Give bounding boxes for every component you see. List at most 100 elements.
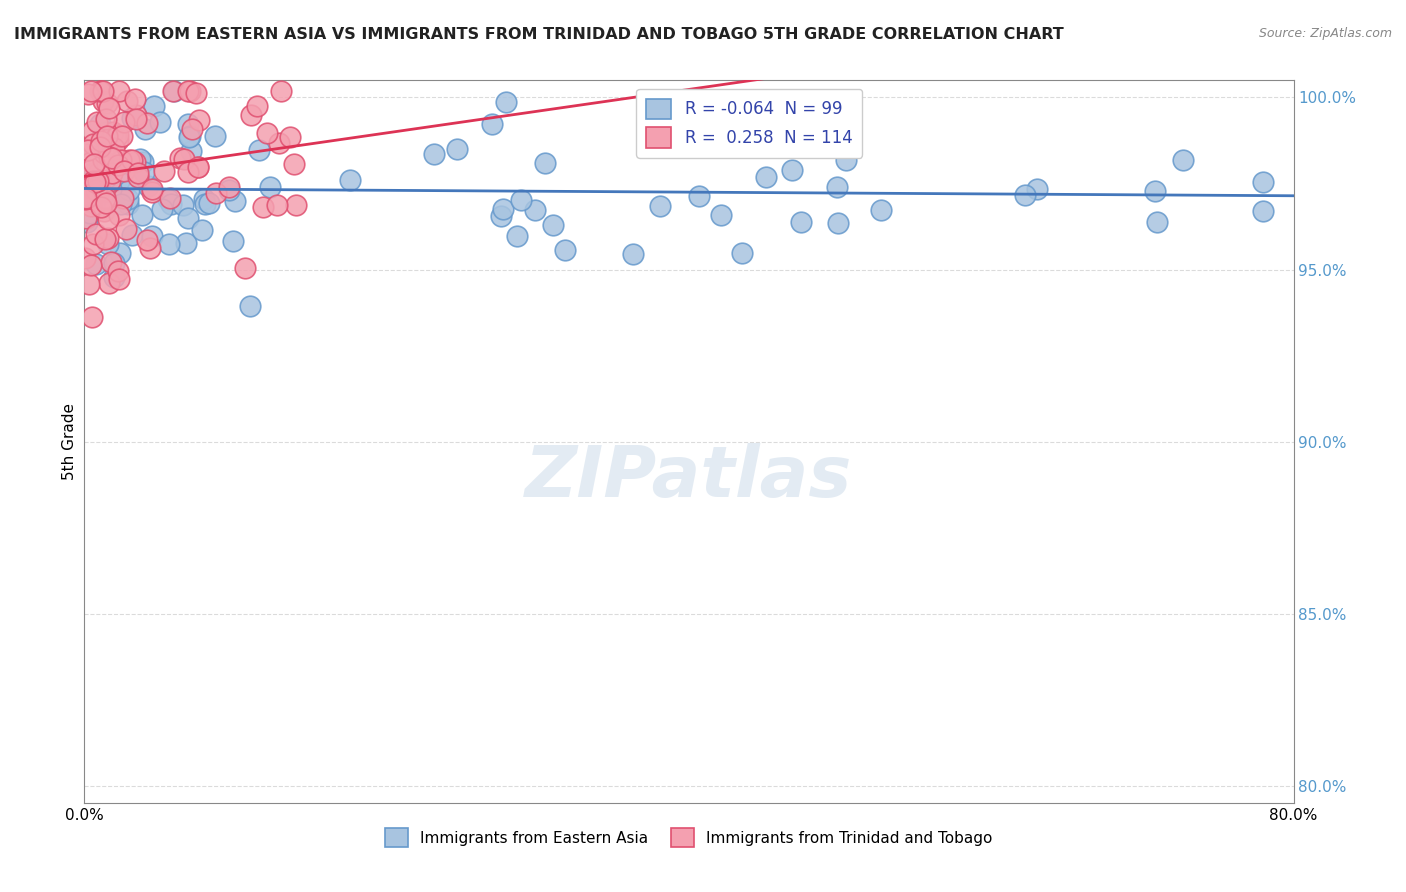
Text: Source: ZipAtlas.com: Source: ZipAtlas.com <box>1258 27 1392 40</box>
Point <box>1253 175 1275 189</box>
Point <box>269 136 291 150</box>
Point <box>75 155 97 169</box>
Point <box>90 164 112 178</box>
Point <box>495 95 517 110</box>
Point <box>285 198 308 212</box>
Point <box>156 192 179 206</box>
Point <box>87 184 110 198</box>
Point <box>87 189 110 203</box>
Point <box>173 152 195 166</box>
Point <box>509 193 531 207</box>
Point <box>218 180 240 194</box>
Point <box>283 157 305 171</box>
Point <box>835 153 858 168</box>
Point <box>97 169 120 183</box>
Point <box>80 124 103 138</box>
Point <box>84 167 107 181</box>
Point <box>121 228 143 243</box>
Point <box>481 117 503 131</box>
Point <box>86 114 108 128</box>
Point <box>101 125 124 139</box>
Point <box>90 200 112 214</box>
Point <box>218 183 240 197</box>
Point <box>84 183 107 197</box>
Point <box>110 153 132 167</box>
Point <box>177 211 200 226</box>
Point <box>117 196 139 211</box>
Point <box>1026 182 1049 196</box>
Point <box>107 174 129 188</box>
Point <box>266 198 288 212</box>
Point <box>131 209 153 223</box>
Point <box>870 202 893 217</box>
Point <box>118 183 141 197</box>
Point <box>98 150 121 164</box>
Point <box>180 144 202 158</box>
Point <box>534 156 557 170</box>
Point <box>89 84 111 98</box>
Point <box>153 164 176 178</box>
Point <box>101 151 124 165</box>
Point <box>688 189 710 203</box>
Point <box>79 160 101 174</box>
Legend: Immigrants from Eastern Asia, Immigrants from Trinidad and Tobago: Immigrants from Eastern Asia, Immigrants… <box>380 822 998 853</box>
Point <box>97 211 120 226</box>
Point <box>103 256 125 270</box>
Point <box>239 299 262 313</box>
Point <box>541 218 564 232</box>
Point <box>90 136 112 151</box>
Point <box>827 216 849 230</box>
Point <box>103 269 125 284</box>
Point <box>89 165 111 179</box>
Point <box>89 117 111 131</box>
Point <box>222 235 245 249</box>
Point <box>136 179 159 194</box>
Y-axis label: 5th Grade: 5th Grade <box>62 403 77 480</box>
Point <box>77 143 100 157</box>
Point <box>114 222 136 236</box>
Point <box>90 84 112 98</box>
Point <box>790 215 813 229</box>
Point <box>1253 203 1275 218</box>
Point <box>77 277 100 291</box>
Point <box>710 209 733 223</box>
Point <box>159 197 181 211</box>
Point <box>75 194 97 208</box>
Point <box>107 128 129 143</box>
Point <box>89 183 111 197</box>
Point <box>141 185 163 199</box>
Point <box>197 196 219 211</box>
Point <box>101 166 124 180</box>
Point <box>134 122 156 136</box>
Point <box>73 214 96 228</box>
Point <box>101 162 124 177</box>
Point <box>191 223 214 237</box>
Point <box>104 129 127 144</box>
Point <box>94 171 117 186</box>
Point <box>111 190 134 204</box>
Point <box>93 145 115 160</box>
Point <box>79 199 101 213</box>
Point <box>80 179 103 194</box>
Point <box>489 209 512 223</box>
Point <box>82 136 104 151</box>
Point <box>121 111 143 125</box>
Point <box>125 112 148 126</box>
Point <box>240 108 263 122</box>
Point <box>780 163 803 178</box>
Point <box>82 310 104 324</box>
Point <box>132 165 155 179</box>
Point <box>75 211 97 225</box>
Point <box>176 84 198 98</box>
Point <box>91 153 114 168</box>
Point <box>80 84 103 98</box>
Point <box>77 189 100 203</box>
Point <box>162 84 184 98</box>
Point <box>492 202 515 216</box>
Point <box>87 174 110 188</box>
Point <box>75 192 97 206</box>
Point <box>179 84 201 98</box>
Point <box>256 126 278 140</box>
Point <box>82 174 104 188</box>
Point <box>108 84 131 98</box>
